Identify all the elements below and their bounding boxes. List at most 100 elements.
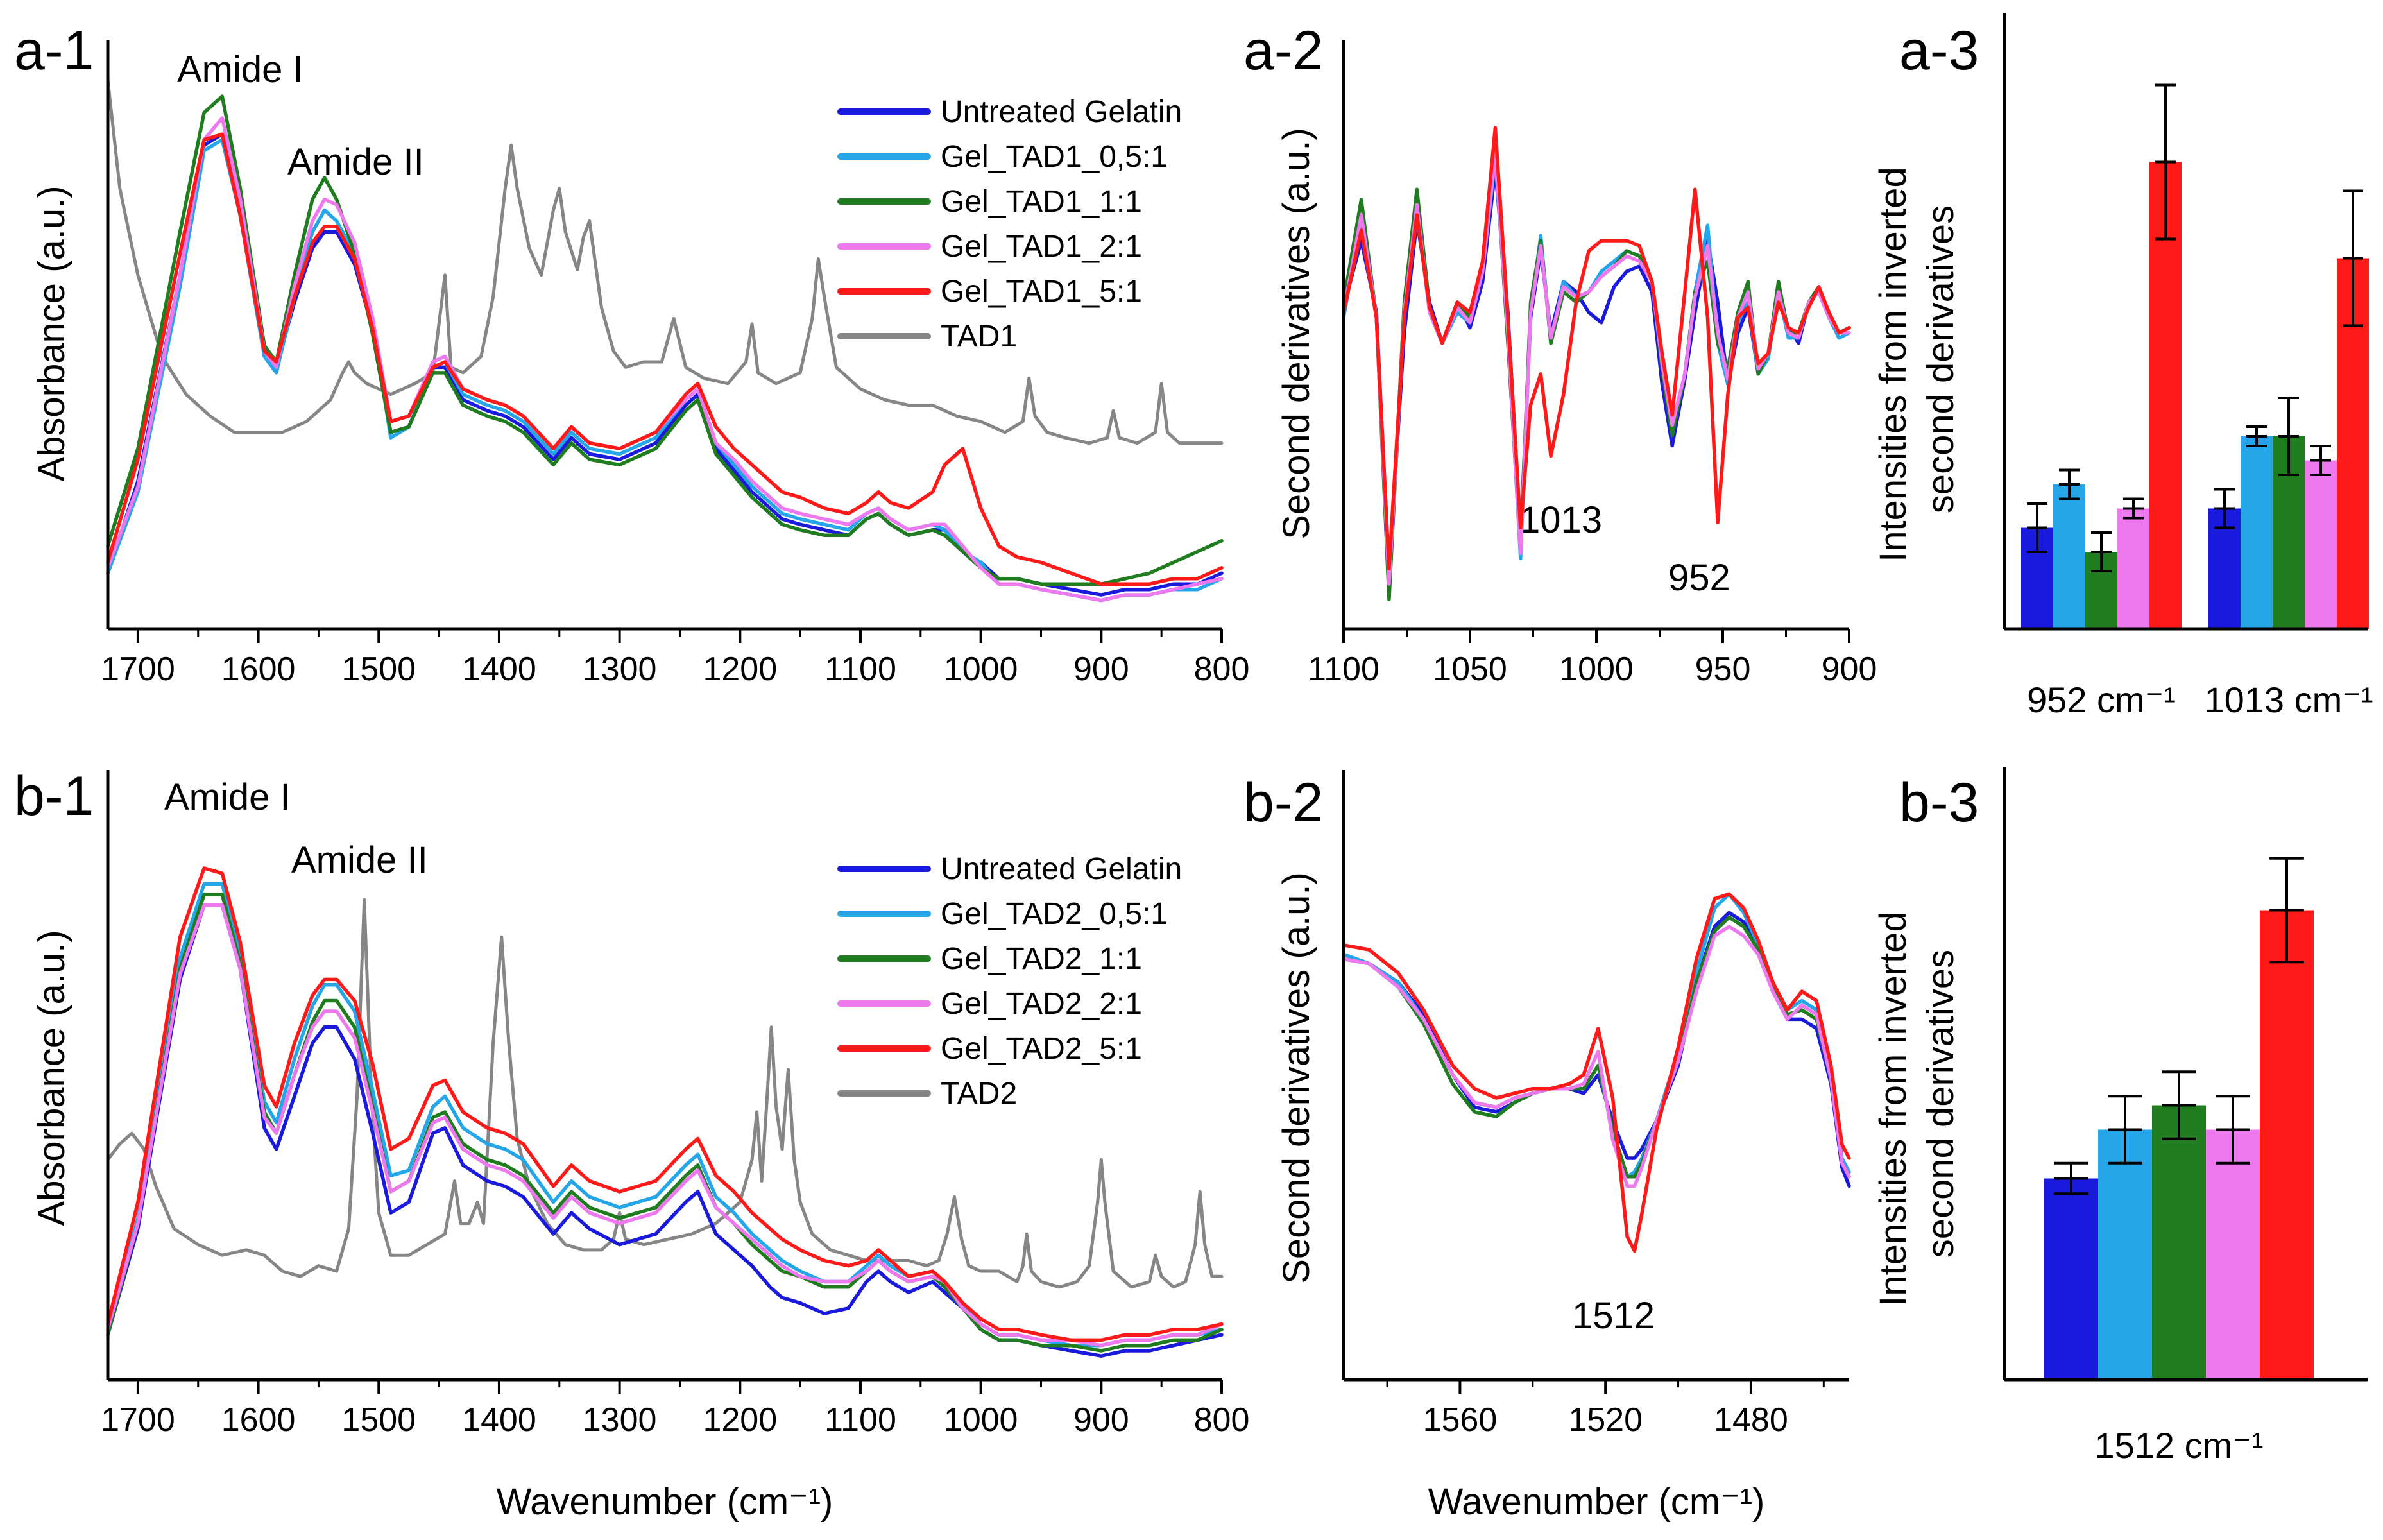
x-tick-label: 1300: [583, 651, 657, 688]
x-tick-label: 1100: [824, 651, 896, 688]
legend-a1: Untreated Gelatin Gel_TAD1_0,5:1 Gel_TAD1_…: [837, 95, 1182, 354]
y-axis-title-b2: Second derivatives (a.u.): [1276, 872, 1317, 1284]
x-tick-label: 1050: [1433, 651, 1507, 688]
x-tick-label: 1500: [341, 1401, 416, 1439]
x-tick-label: 950: [1695, 651, 1751, 688]
x-tick-label: 1100: [1308, 651, 1379, 688]
series-line-gel-tad1-1-1: [106, 94, 1224, 586]
series-line-gel-tad2-2-1: [1342, 925, 1851, 1188]
series-layer-b1: [106, 866, 1224, 1358]
x-ticks-a2: 1100 1050 1000 950 900: [1308, 629, 1877, 688]
x-tick-label: 1000: [1559, 651, 1634, 688]
x-tick-label: 1400: [462, 1401, 536, 1439]
error-bar: [2310, 445, 2331, 476]
x-tick-label: 1500: [341, 651, 416, 688]
series-line-untreated-gelatin: [1342, 911, 1851, 1188]
legend-label: Gel_TAD1_2:1: [941, 230, 1142, 264]
y-axis-title-b3-line1: Intensities from inverted: [1872, 911, 1914, 1306]
panel-b2: b-2 Second derivatives (a.u.) 1512 1560 1…: [1243, 770, 1851, 1523]
x-tick-label: 1600: [221, 651, 296, 688]
legend-label: Gel_TAD2_0,5:1: [941, 897, 1168, 931]
x-tick-label: 1520: [1568, 1401, 1643, 1439]
error-bar: [2216, 1095, 2250, 1165]
series-line-gel-tad2-1-1: [1342, 915, 1851, 1179]
category-labels-b3: 1512 cm⁻¹: [2095, 1425, 2264, 1466]
panel-b1: b-1 Absorbance (a.u.) Amide I Amide II 1…: [14, 766, 1249, 1523]
bar-untreated-gelatin: [2044, 1178, 2098, 1380]
y-axis-title-a1: Absorbance (a.u.): [31, 185, 73, 481]
series-line-gel-tad1-2-1: [106, 116, 1224, 603]
legend-label: TAD1: [941, 320, 1017, 354]
series-line-gel-tad2-1-1: [106, 893, 1224, 1353]
bar-gel-tad1-0-5-1: [2053, 484, 2085, 629]
error-bar: [2059, 468, 2080, 501]
error-bar: [2269, 857, 2304, 964]
x-tick-label: 1560: [1423, 1401, 1498, 1439]
y-axis-title-a2: Second derivatives (a.u.): [1276, 128, 1317, 540]
x-ticks-b1: 1700 1600 1500 1400 1300 1200 1100 1000 900 800: [101, 1380, 1249, 1439]
x-tick-label: 900: [1822, 651, 1877, 688]
annotation-amide-ii-a1: Amide II: [287, 141, 424, 183]
error-bar: [2278, 397, 2299, 476]
series-line-gel-tad2-2-1: [106, 903, 1224, 1348]
x-tick-label: 900: [1073, 1401, 1129, 1439]
bars-b3: [2044, 857, 2314, 1380]
y-axis-title-a3-line2: second derivatives: [1920, 205, 1961, 513]
series-line-gel-tad1-5-1: [106, 132, 1224, 586]
series-line-gel-tad1-5-1: [1342, 126, 1851, 570]
error-bar: [2343, 189, 2363, 327]
legend-label: Untreated Gelatin: [941, 95, 1182, 129]
x-ticks-a1: 1700 1600 1500 1400 1300 1200 1100 1000 900 800: [101, 629, 1249, 688]
x-tick-label: 800: [1194, 651, 1250, 688]
annotation-1512: 1512: [1572, 1295, 1655, 1337]
x-tick-label: 1000: [944, 651, 1018, 688]
legend-label: TAD2: [941, 1077, 1017, 1111]
error-bar: [2155, 83, 2176, 241]
error-bar: [2054, 1161, 2088, 1195]
axis-layer-a3: [2003, 13, 2368, 631]
error-bar: [2123, 497, 2144, 520]
legend-label: Gel_TAD2_2:1: [941, 987, 1142, 1021]
x-tick-label: 1480: [1714, 1401, 1788, 1439]
bar-gel-tad2-0-5-1: [2098, 1129, 2152, 1380]
panel-a3: a-3 Intensities from inverted second der…: [1872, 13, 2373, 720]
x-tick-label: 1000: [944, 1401, 1018, 1439]
category-labels-a3: 952 cm⁻¹ 1013 cm⁻¹: [2027, 680, 2373, 720]
x-tick-label: 1200: [703, 651, 777, 688]
x-tick-label: 1600: [221, 1401, 296, 1439]
axis-layer-b3: [2003, 767, 2368, 1382]
panel-label-b3: b-3: [1899, 772, 1979, 834]
legend-label: Gel_TAD2_1:1: [941, 942, 1142, 976]
x-axis-title-b2: Wavenumber (cm⁻¹): [1428, 1481, 1765, 1523]
x-ticks-b2: 1560 1520 1480: [1386, 1380, 1825, 1439]
legend-b1: Untreated Gelatin Gel_TAD2_0,5:1 Gel_TAD2_…: [837, 852, 1182, 1111]
x-tick-label: 1300: [583, 1401, 657, 1439]
panel-label-a3: a-3: [1899, 20, 1979, 81]
y-axis-title-b3: Intensities from inverted second derivat…: [1872, 901, 1961, 1306]
bar-gel-tad2-5-1: [2260, 910, 2314, 1380]
x-axis-title-b1: Wavenumber (cm⁻¹): [497, 1481, 833, 1523]
x-tick-label: 1200: [703, 1401, 777, 1439]
x-tick-label: 1100: [824, 1401, 896, 1439]
error-bar: [2091, 531, 2112, 572]
bar-gel-tad1-2-1: [2117, 508, 2149, 629]
error-bar: [2108, 1095, 2142, 1165]
legend-label: Gel_TAD2_5:1: [941, 1032, 1142, 1066]
legend-label: Untreated Gelatin: [941, 852, 1182, 886]
y-axis-title-b3-line2: second derivatives: [1920, 950, 1961, 1258]
series-line-gel-tad2-5-1: [1342, 892, 1851, 1253]
legend-label: Gel_TAD1_0,5:1: [941, 140, 1168, 174]
bar-gel-tad1-0-5-1: [2241, 436, 2273, 629]
bar-gel-tad2-1-1: [2152, 1105, 2206, 1380]
annotation-amide-i-b1: Amide I: [164, 776, 291, 818]
x-tick-label: 1700: [101, 1401, 175, 1439]
x-tick-label: 1700: [101, 651, 175, 688]
series-layer-a1: [106, 78, 1224, 603]
category-label: 1013 cm⁻¹: [2205, 680, 2373, 720]
y-axis-title-a3: Intensities from inverted second derivat…: [1872, 157, 1961, 562]
series-line-tad1: [106, 78, 1224, 445]
error-bar: [2162, 1070, 2196, 1140]
y-axis-title-a3-line1: Intensities from inverted: [1872, 167, 1914, 562]
annotation-952: 952: [1668, 557, 1730, 599]
